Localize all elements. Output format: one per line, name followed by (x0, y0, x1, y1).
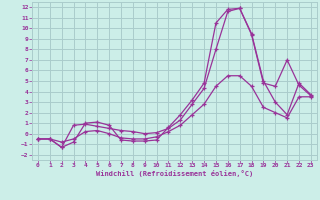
X-axis label: Windchill (Refroidissement éolien,°C): Windchill (Refroidissement éolien,°C) (96, 170, 253, 177)
